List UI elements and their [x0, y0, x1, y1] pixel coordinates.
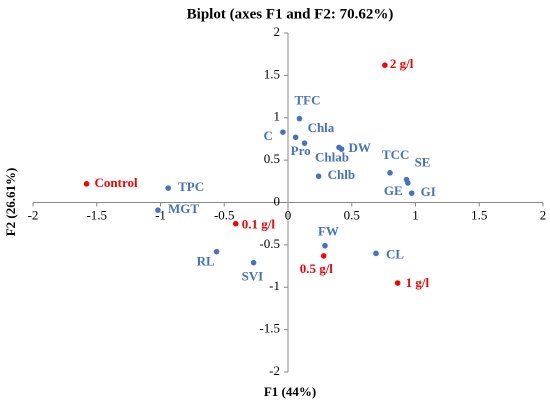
x-tick-label: -0.5 — [214, 207, 235, 222]
y-tick-label: -1.5 — [259, 321, 280, 336]
y-tick-label: -1 — [269, 278, 280, 293]
point-label: GE — [384, 183, 403, 198]
point-label: TPC — [178, 179, 204, 194]
point — [232, 220, 239, 227]
y-tick-label: 0 — [274, 193, 281, 208]
point — [408, 190, 415, 196]
point — [382, 62, 388, 69]
y-tick-label: 2 — [274, 24, 281, 39]
point — [320, 253, 327, 259]
point-label: SVI — [242, 269, 264, 284]
x-tick-label: -1 — [155, 207, 166, 222]
x-tick-label: 0.5 — [344, 207, 360, 222]
y-tick-label: -2 — [269, 363, 280, 378]
y-tick-label: -0.5 — [259, 236, 280, 251]
point-label: TFC — [294, 93, 320, 108]
x-tick-label: 0 — [285, 207, 292, 222]
point — [373, 250, 379, 257]
point-label: Chlab — [315, 149, 349, 164]
point — [292, 134, 299, 141]
x-tick-label: -2 — [28, 207, 39, 222]
point-label: RL — [197, 254, 215, 269]
y-axis-label: F2 (26.61%) — [3, 168, 18, 237]
point-label: Chlb — [328, 167, 355, 182]
point — [405, 180, 411, 186]
point-label: 1 g/l — [406, 275, 430, 290]
point — [250, 259, 257, 266]
point — [83, 181, 90, 187]
point-label: Control — [95, 175, 138, 190]
chart-title: Biplot (axes F1 and F2: 70.62%) — [187, 6, 394, 22]
point-label: CL — [386, 246, 404, 261]
x-tick-label: -1.5 — [86, 207, 107, 222]
point-label: MGT — [168, 201, 199, 216]
y-tick-label: 1.5 — [264, 66, 280, 81]
x-tick-label: 2 — [540, 207, 547, 222]
point — [213, 248, 220, 255]
point-label: C — [264, 128, 273, 143]
point-label: SE — [415, 155, 431, 170]
point — [165, 185, 171, 191]
point-label: Pro — [291, 143, 311, 158]
point-label: 0.1 g/l — [242, 217, 276, 232]
point-label: FW — [318, 224, 339, 239]
x-axis-label: F1 (44%) — [264, 384, 316, 399]
x-tick-label: 1.5 — [471, 207, 487, 222]
point — [322, 242, 328, 249]
point — [155, 207, 161, 213]
point — [387, 170, 393, 176]
point — [394, 280, 401, 286]
point-label: 0.5 g/l — [300, 261, 334, 276]
point — [280, 129, 286, 135]
point — [338, 146, 345, 152]
point-label: GI — [421, 184, 436, 199]
point-label: TCC — [382, 147, 409, 162]
point-label: Chla — [308, 120, 335, 135]
y-tick-label: 0.5 — [264, 151, 280, 166]
point — [296, 115, 303, 122]
y-tick-label: 1 — [274, 109, 281, 124]
point — [315, 173, 322, 180]
point-label: DW — [349, 140, 371, 155]
point — [301, 140, 308, 146]
x-tick-label: 1 — [412, 207, 419, 222]
point-label: 2 g/l — [390, 56, 414, 71]
